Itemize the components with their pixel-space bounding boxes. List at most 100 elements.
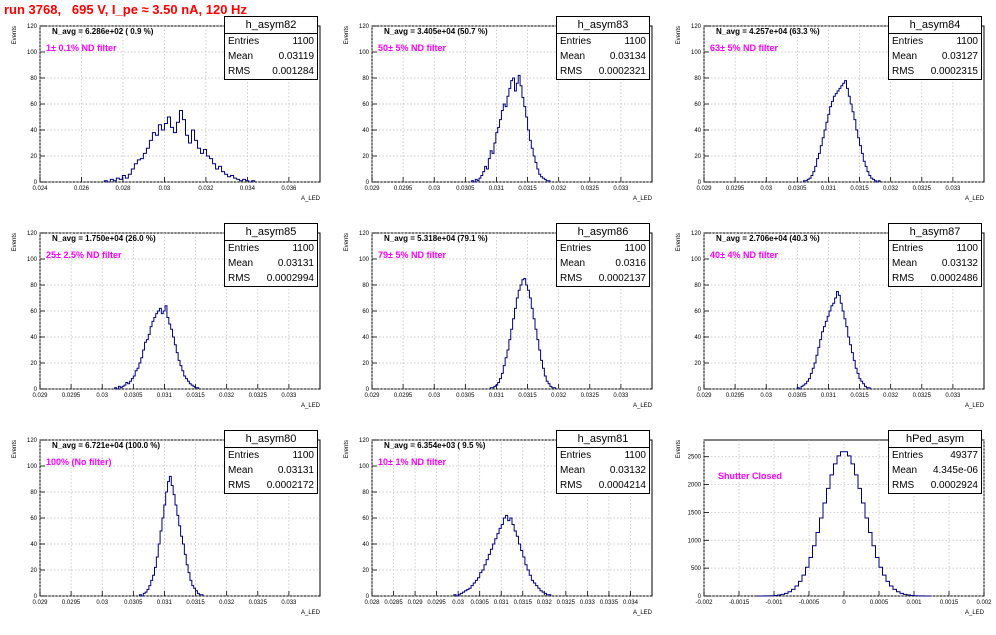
y-tick-label: 20 — [30, 154, 37, 160]
stats-row-entries: Entries 49377 — [889, 448, 981, 463]
x-tick-label: 0.031 — [821, 393, 837, 399]
x-tick-label: 0.032 — [537, 600, 553, 606]
stats-rms-value: 0.0002994 — [266, 273, 314, 284]
x-tick-label: 0.0295 — [427, 600, 446, 606]
stats-row-mean: Mean 0.03131 — [225, 463, 317, 478]
y-axis-label: Events — [344, 26, 350, 44]
stats-box: h_asym85 Entries 1100 Mean 0.03131 RMS 0.00029… — [224, 223, 318, 287]
x-tick-label: 0.0325 — [581, 186, 600, 192]
y-tick-label: 40 — [362, 335, 369, 341]
stats-row-rms: RMS 0.0004214 — [557, 478, 649, 493]
y-tick-label: 0 — [34, 387, 38, 393]
stats-entries-label: Entries — [228, 36, 260, 47]
y-tick-label: 20 — [694, 154, 701, 160]
y-tick-label: 1000 — [688, 538, 702, 544]
histogram-svg-h-asym80: 0.029 0.0295 0.03 0.0305 0.031 0.0315 0.032 0.0… — [12, 438, 321, 616]
stats-row-entries: Entries 1100 — [557, 448, 649, 463]
histogram-pad-h-asym82: 0.024 0.026 0.028 0.03 0.032 0.034 0.036 0 20 40 6… — [0, 14, 332, 221]
y-tick-label: 60 — [30, 309, 37, 315]
y-tick-label: 60 — [694, 102, 701, 108]
x-tick-label: 0.0325 — [557, 600, 576, 606]
filter-label: 25± 2.5% ND filter — [46, 250, 122, 260]
stats-rms-value: 0.001284 — [272, 66, 314, 77]
n-avg-label: N_avg = 1.750e+04 (26.0 %) — [52, 234, 156, 243]
y-tick-label: 120 — [27, 438, 38, 444]
x-tick-label: 0.0315 — [518, 393, 537, 399]
stats-row-entries: Entries 1100 — [557, 34, 649, 49]
stats-mean-value: 0.03134 — [609, 51, 646, 62]
stats-rms-value: 0.0004214 — [598, 480, 646, 491]
x-axis-label: A_LED — [633, 610, 653, 616]
y-tick-label: 100 — [691, 50, 702, 56]
x-tick-label: 0.0315 — [850, 393, 869, 399]
x-tick-label: 0.03 — [760, 393, 772, 399]
y-tick-label: 120 — [359, 438, 370, 444]
x-tick-label: 0.032 — [219, 393, 235, 399]
y-tick-label: 40 — [694, 335, 701, 341]
stats-mean-label: Mean — [892, 258, 918, 269]
x-axis-label: A_LED — [965, 403, 985, 409]
stats-entries-value: 1100 — [624, 243, 646, 254]
x-tick-label: 0.031 — [157, 393, 173, 399]
stats-mean-label: Mean — [892, 465, 918, 476]
y-tick-label: 100 — [27, 257, 38, 263]
y-tick-label: 0 — [698, 180, 702, 186]
stats-row-mean: Mean 0.03131 — [225, 256, 317, 271]
stats-rms-value: 0.0002137 — [598, 273, 646, 284]
y-tick-label: 120 — [27, 231, 38, 237]
y-axis-label: Events — [344, 440, 350, 458]
y-tick-label: 80 — [30, 76, 37, 82]
x-tick-label: 0.031 — [157, 600, 173, 606]
x-axis-label: A_LED — [301, 403, 321, 409]
stats-mean-value: 4.345e-06 — [932, 465, 978, 476]
stats-row-mean: Mean 0.03134 — [557, 49, 649, 64]
stats-mean-label: Mean — [560, 465, 586, 476]
stats-row-mean: Mean 0.03132 — [889, 256, 981, 271]
histogram-line — [453, 514, 552, 597]
histogram-line — [103, 110, 256, 183]
n-avg-label: N_avg = 6.354e+03 ( 9.5 %) — [384, 441, 486, 450]
filter-label: 1± 0.1% ND filter — [46, 43, 117, 53]
stats-entries-label: Entries — [892, 450, 924, 461]
x-tick-label: 0.0295 — [62, 393, 81, 399]
y-tick-label: 80 — [362, 76, 369, 82]
stats-rms-label: RMS — [892, 273, 915, 284]
n-avg-label: N_avg = 6.286e+02 ( 0.9 %) — [52, 27, 154, 36]
stats-rms-label: RMS — [892, 480, 915, 491]
histogram-name: h_asym80 — [225, 431, 317, 448]
y-tick-label: 60 — [30, 102, 37, 108]
x-tick-label: 0.03 — [96, 600, 108, 606]
filter-label: Shutter Closed — [718, 471, 782, 481]
x-tick-label: 0.0325 — [249, 600, 268, 606]
stats-mean-value: 0.0316 — [615, 258, 646, 269]
y-tick-label: 80 — [362, 490, 369, 496]
stats-row-entries: Entries 1100 — [225, 241, 317, 256]
y-axis-label: Events — [676, 440, 682, 458]
x-tick-label: 0.033 — [613, 186, 629, 192]
y-tick-label: 100 — [691, 257, 702, 263]
x-tick-label: 0.0305 — [456, 393, 475, 399]
stats-entries-label: Entries — [560, 243, 592, 254]
x-tick-label: 0.033 — [281, 393, 297, 399]
histogram-line — [114, 305, 200, 390]
stats-rms-value: 0.0002486 — [930, 273, 978, 284]
n-avg-label: N_avg = 6.721e+04 (100.0 %) — [52, 441, 160, 450]
histogram-name: h_asym85 — [225, 224, 317, 241]
histogram-name: h_asym83 — [557, 17, 649, 34]
y-tick-label: 60 — [694, 309, 701, 315]
x-tick-label: 0.0305 — [456, 186, 475, 192]
histogram-pad-h-asym83: 0.029 0.0295 0.03 0.0305 0.031 0.0315 0.032 0.0… — [332, 14, 664, 221]
y-tick-label: 0 — [366, 387, 370, 393]
x-tick-label: 0.03 — [428, 393, 440, 399]
stats-row-entries: Entries 1100 — [889, 34, 981, 49]
stats-row-rms: RMS 0.0002994 — [225, 271, 317, 286]
x-tick-label: 0.032 — [551, 393, 567, 399]
histogram-name: h_asym87 — [889, 224, 981, 241]
stats-row-mean: Mean 0.0316 — [557, 256, 649, 271]
stats-entries-value: 1100 — [292, 243, 314, 254]
stats-rms-label: RMS — [228, 273, 251, 284]
x-tick-label: 0.033 — [281, 600, 297, 606]
x-tick-label: 0.03 — [760, 186, 772, 192]
stats-rms-label: RMS — [228, 480, 251, 491]
x-tick-label: 0.0315 — [186, 600, 205, 606]
